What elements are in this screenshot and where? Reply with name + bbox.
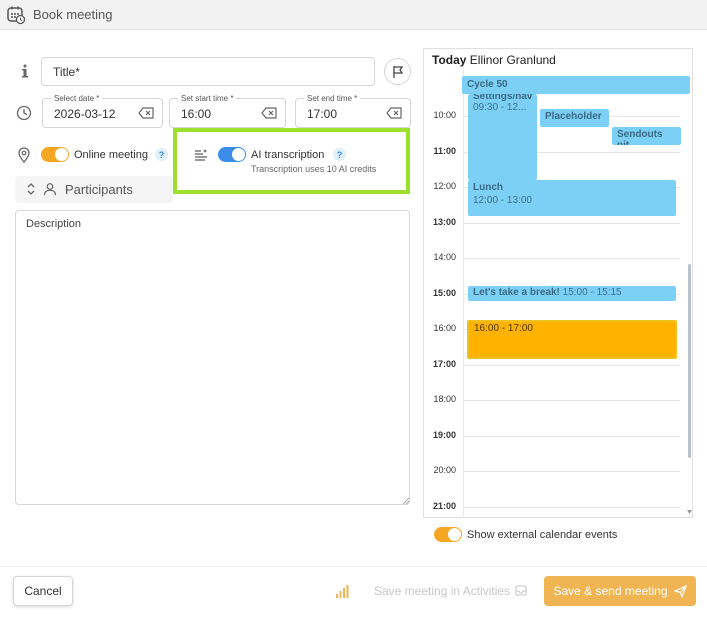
end-time-value: 17:00 xyxy=(307,107,338,121)
ai-transcription-help-icon[interactable]: ? xyxy=(333,148,346,161)
flag-button[interactable] xyxy=(384,58,411,85)
calendar-scrollbar[interactable] xyxy=(688,264,691,458)
end-time-label: Set end time * xyxy=(304,94,361,103)
send-icon xyxy=(673,584,687,598)
participants-toggle[interactable] xyxy=(15,176,173,203)
calendar-user-name: Ellinor Granlund xyxy=(469,53,556,67)
hour-line xyxy=(464,222,680,224)
external-calendar-toggle[interactable] xyxy=(434,527,462,542)
calendar-header: Today Ellinor Granlund xyxy=(432,53,556,67)
ai-transcription-note: Transcription uses 10 AI credits xyxy=(251,164,377,174)
participants-label: Participants xyxy=(65,182,133,197)
calendar-time-divider xyxy=(463,70,464,518)
date-value: 2026-03-12 xyxy=(54,107,116,121)
cancel-button[interactable]: Cancel xyxy=(13,576,73,606)
save-in-activities-label: Save meeting in Activities xyxy=(374,584,511,598)
online-meeting-help-icon[interactable]: ? xyxy=(155,148,168,161)
person-icon xyxy=(43,183,57,196)
ai-transcription-toggle[interactable] xyxy=(218,147,246,162)
hour-label: 14:00 xyxy=(433,252,456,262)
info-icon xyxy=(22,64,28,78)
event-title: Let's take a break! xyxy=(473,287,560,298)
scroll-down-icon[interactable] xyxy=(686,509,693,515)
calendar-today-label: Today xyxy=(432,53,467,67)
hour-label: 16:00 xyxy=(433,323,456,333)
clear-date-icon[interactable] xyxy=(138,107,154,119)
event-break[interactable]: Let's take a break! 15:00 - 15:15 xyxy=(468,286,676,301)
start-time-field[interactable]: Set start time * 16:00 xyxy=(169,94,286,128)
hour-label: 17:00 xyxy=(432,358,456,369)
start-time-value: 16:00 xyxy=(181,107,212,121)
hour-label: 11:00 xyxy=(433,145,456,156)
hour-label: 19:00 xyxy=(432,429,456,440)
footer-divider xyxy=(0,566,707,567)
hour-label: 15:00 xyxy=(432,287,456,298)
save-and-send-label: Save & send meeting xyxy=(553,584,668,598)
hour-label: 13:00 xyxy=(432,216,456,227)
clear-start-time-icon[interactable] xyxy=(261,107,277,119)
event-time: 12:00 - 13:00 xyxy=(473,195,532,206)
dialog-title: Book meeting xyxy=(33,7,113,22)
calendar-icon xyxy=(7,6,26,25)
hour-label: 12:00 xyxy=(433,181,456,191)
description-textarea[interactable] xyxy=(15,210,410,505)
hour-label: 18:00 xyxy=(433,394,456,404)
expand-collapse-icon[interactable] xyxy=(24,182,38,196)
description-label: Description xyxy=(26,218,82,230)
date-label: Select date * xyxy=(51,94,103,103)
save-in-activities-button[interactable]: Save meeting in Activities xyxy=(374,584,527,598)
title-input[interactable]: Title* xyxy=(41,57,375,86)
hour-label: 21:00 xyxy=(432,500,456,511)
event-time: 16:00 - 17:00 xyxy=(474,323,533,334)
start-time-label: Set start time * xyxy=(178,94,237,103)
dialog-header: Book meeting xyxy=(0,0,707,30)
clock-icon xyxy=(16,105,32,121)
event-new-meeting[interactable]: 16:00 - 17:00 xyxy=(467,320,677,359)
hour-line xyxy=(464,400,680,401)
event-settings-nav[interactable]: Settings/nav 09:30 - 12... xyxy=(468,94,537,180)
event-title: Sendouts pit xyxy=(617,129,663,145)
end-time-field[interactable]: Set end time * 17:00 xyxy=(295,94,411,128)
event-lunch[interactable]: Lunch 12:00 - 13:00 xyxy=(468,180,676,216)
inbox-icon xyxy=(515,585,527,596)
event-sendouts[interactable]: Sendouts pit xyxy=(612,127,681,145)
clear-end-time-icon[interactable] xyxy=(386,107,402,119)
hour-line xyxy=(464,258,680,259)
online-meeting-label: Online meeting xyxy=(74,149,148,161)
title-placeholder: Title* xyxy=(53,64,80,79)
event-title: Settings/nav xyxy=(473,94,533,102)
signal-bars-icon xyxy=(336,585,349,598)
event-title: Cycle 50 xyxy=(467,79,508,90)
online-meeting-toggle[interactable] xyxy=(41,147,69,162)
save-and-send-button[interactable]: Save & send meeting xyxy=(544,576,696,606)
event-cycle[interactable]: Cycle 50 xyxy=(462,76,690,94)
transcription-icon xyxy=(195,149,207,161)
hour-line xyxy=(464,151,680,153)
ai-transcription-label: AI transcription xyxy=(251,149,325,161)
event-placeholder[interactable]: Placeholder xyxy=(540,109,609,127)
event-title: Placeholder xyxy=(545,111,602,122)
hour-line xyxy=(464,364,680,366)
resize-handle-icon[interactable] xyxy=(402,497,409,504)
hour-label: 10:00 xyxy=(433,110,456,120)
flag-icon xyxy=(392,65,403,78)
external-calendar-label: Show external calendar events xyxy=(467,529,618,541)
hour-line xyxy=(464,506,680,508)
highlight-box xyxy=(173,128,410,194)
hour-line xyxy=(464,471,680,472)
event-title: Lunch xyxy=(473,182,503,193)
event-time: 15:00 - 15:15 xyxy=(562,287,622,298)
hour-line xyxy=(464,435,680,437)
date-field[interactable]: Select date * 2026-03-12 xyxy=(42,94,163,128)
event-time: 09:30 - 12... xyxy=(473,102,527,113)
hour-label: 20:00 xyxy=(433,465,456,475)
location-pin-icon xyxy=(18,147,30,163)
